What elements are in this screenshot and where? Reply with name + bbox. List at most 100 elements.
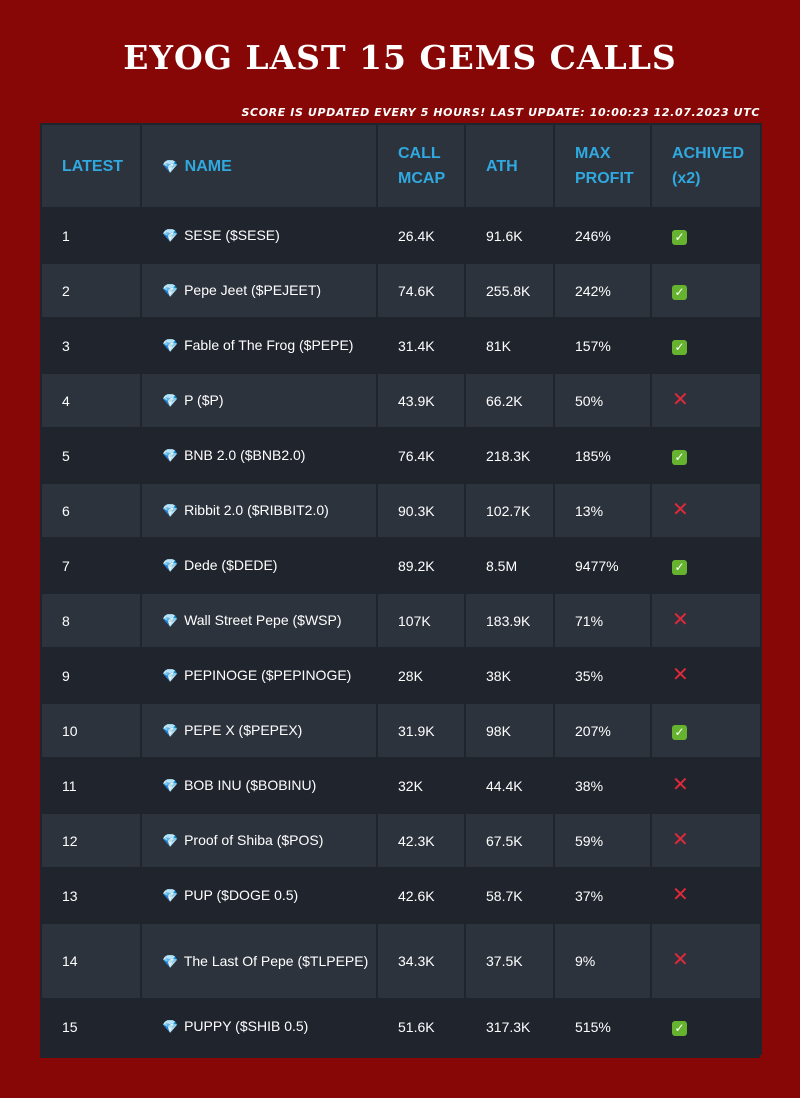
cell-ath: 37.5K <box>464 922 555 1000</box>
cell-max-profit: 59% <box>553 812 652 869</box>
cell-name: 💎 BOB INU ($BOBINU) <box>140 757 378 814</box>
token-name: PUP ($DOGE 0.5) <box>184 887 299 903</box>
cell-name: 💎 Pepe Jeet ($PEJEET) <box>140 262 378 319</box>
cell-call-mcap: 32K <box>376 757 466 814</box>
token-name: Wall Street Pepe ($WSP) <box>184 612 342 628</box>
cell-latest: 5 <box>40 427 142 484</box>
cross-mark-icon: ✕ <box>672 608 689 631</box>
cell-max-profit: 9477% <box>553 537 652 594</box>
table-row: 15 💎 PUPPY ($SHIB 0.5) 51.6K 317.3K 515% ✓ <box>40 998 762 1055</box>
cell-achived: ✓ <box>650 262 762 319</box>
cell-latest: 4 <box>40 372 142 429</box>
gem-icon: 💎 <box>162 888 179 903</box>
cell-max-profit: 185% <box>553 427 652 484</box>
cell-name: 💎 PEPE X ($PEPEX) <box>140 702 378 759</box>
check-mark-icon: ✓ <box>672 559 687 575</box>
cell-achived: ✓ <box>650 427 762 484</box>
table-row: 12 💎 Proof of Shiba ($POS) 42.3K 67.5K 59% ✕ <box>40 812 762 869</box>
header-latest[interactable]: LATEST <box>40 123 142 209</box>
table-row: 8 💎 Wall Street Pepe ($WSP) 107K 183.9K 71% ✕ <box>40 592 762 649</box>
gem-icon: 💎 <box>162 283 179 298</box>
cell-name: 💎 PUP ($DOGE 0.5) <box>140 867 378 924</box>
cell-call-mcap: 76.4K <box>376 427 466 484</box>
cell-latest: 6 <box>40 482 142 539</box>
cell-call-mcap: 89.2K <box>376 537 466 594</box>
cell-max-profit: 38% <box>553 757 652 814</box>
cell-latest: 9 <box>40 647 142 704</box>
table-row: 6 💎 Ribbit 2.0 ($RIBBIT2.0) 90.3K 102.7K 13%… <box>40 482 762 539</box>
cell-name: 💎 Fable of The Frog ($PEPE) <box>140 317 378 374</box>
cell-latest: 2 <box>40 262 142 319</box>
cell-achived: ✓ <box>650 702 762 759</box>
cell-max-profit: 246% <box>553 207 652 264</box>
gems-table: LATEST 💎 NAME CALL MCAP ATH MAX PROFIT A… <box>40 123 762 1055</box>
cell-name: 💎 PUPPY ($SHIB 0.5) <box>140 998 378 1055</box>
cell-latest: 7 <box>40 537 142 594</box>
table-row: 3 💎 Fable of The Frog ($PEPE) 31.4K 81K 157%… <box>40 317 762 374</box>
check-mark-icon: ✓ <box>672 339 687 355</box>
cell-latest: 8 <box>40 592 142 649</box>
cell-call-mcap: 28K <box>376 647 466 704</box>
cell-call-mcap: 90.3K <box>376 482 466 539</box>
cell-ath: 98K <box>464 702 555 759</box>
gem-icon: 💎 <box>162 723 179 738</box>
token-name: Pepe Jeet ($PEJEET) <box>184 282 322 298</box>
cell-max-profit: 515% <box>553 998 652 1055</box>
cell-latest: 1 <box>40 207 142 264</box>
header-max-profit[interactable]: MAX PROFIT <box>553 123 652 209</box>
cross-mark-icon: ✕ <box>672 949 689 971</box>
cell-ath: 91.6K <box>464 207 555 264</box>
cell-ath: 218.3K <box>464 427 555 484</box>
table-row: 7 💎 Dede ($DEDE) 89.2K 8.5M 9477% ✓ <box>40 537 762 594</box>
cell-ath: 317.3K <box>464 998 555 1055</box>
cell-call-mcap: 43.9K <box>376 372 466 429</box>
cell-max-profit: 207% <box>553 702 652 759</box>
cross-mark-icon: ✕ <box>672 663 689 686</box>
table-row: 13 💎 PUP ($DOGE 0.5) 42.6K 58.7K 37% ✕ <box>40 867 762 924</box>
header-call-mcap[interactable]: CALL MCAP <box>376 123 466 209</box>
cell-latest: 11 <box>40 757 142 814</box>
cell-max-profit: 242% <box>553 262 652 319</box>
gem-icon: 💎 <box>162 503 179 518</box>
cell-name: 💎 PEPINOGE ($PEPINOGE) <box>140 647 378 704</box>
table-row: 2 💎 Pepe Jeet ($PEJEET) 74.6K 255.8K 242% ✓ <box>40 262 762 319</box>
gems-table-container: LATEST 💎 NAME CALL MCAP ATH MAX PROFIT A… <box>40 123 762 1058</box>
gem-icon: 💎 <box>162 953 179 969</box>
cell-achived: ✕ <box>650 757 762 814</box>
cross-mark-icon: ✕ <box>672 388 689 411</box>
gem-icon: 💎 <box>162 1019 179 1034</box>
header-name[interactable]: 💎 NAME <box>140 123 378 209</box>
cell-call-mcap: 107K <box>376 592 466 649</box>
cell-call-mcap: 42.6K <box>376 867 466 924</box>
header-ath[interactable]: ATH <box>464 123 555 209</box>
cell-achived: ✕ <box>650 592 762 649</box>
table-row: 1 💎 SESE ($SESE) 26.4K 91.6K 246% ✓ <box>40 207 762 264</box>
cell-max-profit: 13% <box>553 482 652 539</box>
cell-achived: ✓ <box>650 317 762 374</box>
cell-achived: ✕ <box>650 647 762 704</box>
cell-ath: 102.7K <box>464 482 555 539</box>
token-name: Ribbit 2.0 ($RIBBIT2.0) <box>184 502 329 518</box>
cell-call-mcap: 42.3K <box>376 812 466 869</box>
cell-max-profit: 35% <box>553 647 652 704</box>
cell-achived: ✕ <box>650 812 762 869</box>
cell-name: 💎 Dede ($DEDE) <box>140 537 378 594</box>
check-mark-icon: ✓ <box>672 724 687 740</box>
check-mark-icon: ✓ <box>672 1020 687 1036</box>
cell-latest: 14 <box>40 922 142 1000</box>
gem-icon: 💎 <box>162 778 179 793</box>
cell-latest: 13 <box>40 867 142 924</box>
cell-ath: 255.8K <box>464 262 555 319</box>
cell-ath: 38K <box>464 647 555 704</box>
cell-name: 💎 Ribbit 2.0 ($RIBBIT2.0) <box>140 482 378 539</box>
cell-achived: ✓ <box>650 537 762 594</box>
header-achived[interactable]: ACHIVED (x2) <box>650 123 762 209</box>
token-name: P ($P) <box>184 392 224 408</box>
gem-icon: 💎 <box>162 158 179 174</box>
header-name-label: NAME <box>184 157 232 175</box>
cell-name: 💎 P ($P) <box>140 372 378 429</box>
cell-name: 💎 SESE ($SESE) <box>140 207 378 264</box>
table-body: 1 💎 SESE ($SESE) 26.4K 91.6K 246% ✓ 2 💎 Pepe Je… <box>40 207 762 1055</box>
token-name: Dede ($DEDE) <box>184 557 278 573</box>
token-name: BNB 2.0 ($BNB2.0) <box>184 447 306 463</box>
